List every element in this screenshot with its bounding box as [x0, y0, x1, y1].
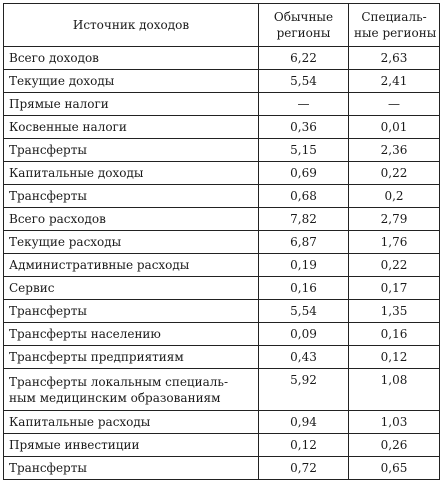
row-ordinary-value: 5,92 — [258, 368, 349, 411]
row-special-value: 0,17 — [348, 276, 440, 300]
row-special-value: 0,01 — [348, 115, 440, 139]
table-row: Трансферты локальным специаль-ным медици… — [3, 368, 440, 411]
header-source: Источник доходов — [3, 3, 259, 47]
row-special-value: 2,63 — [348, 46, 440, 70]
row-special-value: 1,35 — [348, 299, 440, 323]
table-row: Текущие расходы 6,87 1,76 — [3, 230, 440, 254]
row-ordinary-value: 6,22 — [258, 46, 349, 70]
header-ordinary-regions: Обычные регионы — [258, 3, 349, 47]
table-row: Косвенные налоги 0,36 0,01 — [3, 115, 440, 139]
row-ordinary-value: 0,68 — [258, 184, 349, 208]
row-special-value: 0,16 — [348, 322, 440, 346]
row-source-cell: Всего доходов — [3, 46, 259, 70]
row-special-value: 1,76 — [348, 230, 440, 254]
row-ordinary-value: 0,69 — [258, 161, 349, 185]
row-source-cell: Капитальные расходы — [3, 410, 259, 434]
row-special-value: 0,22 — [348, 253, 440, 277]
row-ordinary-value: 0,19 — [258, 253, 349, 277]
row-source-cell: Трансферты предприятиям — [3, 345, 259, 369]
row-special-value: 2,36 — [348, 138, 440, 162]
row-ordinary-value: 0,94 — [258, 410, 349, 434]
table-row: Текущие доходы 5,54 2,41 — [3, 69, 440, 93]
table-row: Трансферты 5,15 2,36 — [3, 138, 440, 162]
row-ordinary-value: 5,54 — [258, 69, 349, 93]
row-ordinary-value: 0,72 — [258, 456, 349, 480]
row-special-value: 2,41 — [348, 69, 440, 93]
row-source-cell: Капитальные доходы — [3, 161, 259, 185]
row-ordinary-value: 0,09 — [258, 322, 349, 346]
row-source-cell: Трансферты — [3, 456, 259, 480]
row-source-cell: Трансферты локальным специаль-ным медици… — [3, 368, 259, 411]
row-source-cell: Текущие расходы — [3, 230, 259, 254]
header-ordinary-line-1: Обычные — [273, 10, 334, 24]
table-row: Прямые налоги — — — [3, 92, 440, 116]
row-ordinary-value: 0,36 — [258, 115, 349, 139]
row-source-cell: Трансферты — [3, 299, 259, 323]
header-ordinary-line-2: регионы — [276, 26, 331, 40]
table-row: Капитальные расходы 0,94 1,03 — [3, 410, 440, 434]
header-special-regions: Специаль- ные регионы — [348, 3, 440, 47]
row-source-cell: Текущие доходы — [3, 69, 259, 93]
header-row: Источник доходов Обычные регионы Специал… — [3, 3, 440, 47]
table-row: Прямые инвестиции 0,12 0,26 — [3, 433, 440, 457]
income-expense-table: Источник доходов Обычные регионы Специал… — [3, 3, 440, 480]
row-source-cell: Сервис — [3, 276, 259, 300]
row-ordinary-value: 0,16 — [258, 276, 349, 300]
row-ordinary-value: 7,82 — [258, 207, 349, 231]
table-row: Трансферты населению 0,09 0,16 — [3, 322, 440, 346]
table-row: Трансферты 5,54 1,35 — [3, 299, 440, 323]
row-ordinary-value: 0,43 — [258, 345, 349, 369]
row-source-cell: Трансферты — [3, 184, 259, 208]
row-special-value: 0,22 — [348, 161, 440, 185]
row-source-cell: Косвенные налоги — [3, 115, 259, 139]
row-ordinary-value: 0,12 — [258, 433, 349, 457]
row-special-value: 0,12 — [348, 345, 440, 369]
row-special-value: 1,03 — [348, 410, 440, 434]
table-row: Трансферты предприятиям 0,43 0,12 — [3, 345, 440, 369]
table-row: Трансферты 0,72 0,65 — [3, 456, 440, 480]
table-row: Капитальные доходы 0,69 0,22 — [3, 161, 440, 185]
table-body: Всего доходов 6,22 2,63 Текущие доходы 5,54 2… — [3, 46, 440, 480]
row-ordinary-value: — — [258, 92, 349, 116]
row-special-value: 0,2 — [348, 184, 440, 208]
header-special-line-1: Специаль- — [361, 10, 427, 24]
table-row: Всего доходов 6,22 2,63 — [3, 46, 440, 70]
row-ordinary-value: 6,87 — [258, 230, 349, 254]
row-special-value: 0,26 — [348, 433, 440, 457]
row-special-value: 2,79 — [348, 207, 440, 231]
row-source-cell: Всего расходов — [3, 207, 259, 231]
row-source-cell: Трансферты — [3, 138, 259, 162]
table-row: Трансферты 0,68 0,2 — [3, 184, 440, 208]
table-row: Всего расходов 7,82 2,79 — [3, 207, 440, 231]
header-special-line-2: ные регионы — [354, 26, 437, 40]
row-source-cell: Прямые налоги — [3, 92, 259, 116]
row-source-cell: Прямые инвестиции — [3, 433, 259, 457]
row-source-cell: Трансферты населению — [3, 322, 259, 346]
row-ordinary-value: 5,54 — [258, 299, 349, 323]
row-ordinary-value: 5,15 — [258, 138, 349, 162]
table-row: Административные расходы 0,19 0,22 — [3, 253, 440, 277]
row-special-value: — — [348, 92, 440, 116]
row-special-value: 1,08 — [348, 368, 440, 411]
table-row: Сервис 0,16 0,17 — [3, 276, 440, 300]
row-special-value: 0,65 — [348, 456, 440, 480]
row-source-cell: Административные расходы — [3, 253, 259, 277]
